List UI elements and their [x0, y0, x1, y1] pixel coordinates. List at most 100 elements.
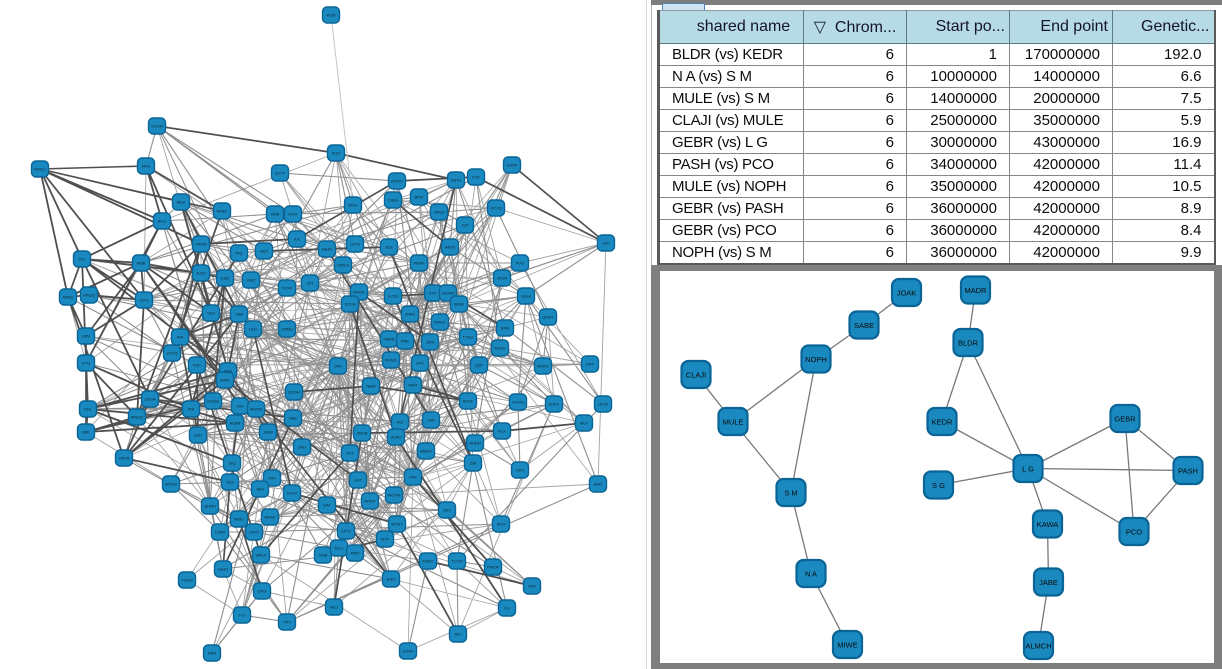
svg-text:QZP: QZP — [475, 363, 484, 368]
svg-text:ZEH: ZEH — [194, 433, 202, 438]
svg-text:IKUH: IKUH — [287, 491, 297, 496]
svg-text:UWJ: UWJ — [298, 445, 307, 450]
svg-text:CSQ: CSQ — [221, 276, 230, 281]
svg-text:GAT: GAT — [323, 503, 331, 508]
svg-text:DVUN: DVUN — [151, 124, 162, 129]
svg-text:CAB: CAB — [235, 312, 244, 317]
svg-text:UIQ: UIQ — [228, 461, 235, 466]
svg-text:GFUQ: GFUQ — [512, 400, 524, 405]
svg-text:CLAJI: CLAJI — [686, 371, 706, 380]
svg-text:NFBC: NFBC — [217, 209, 228, 214]
svg-text:UFC: UFC — [416, 361, 424, 366]
svg-text:XCT: XCT — [346, 451, 355, 456]
svg-text:CRYB: CRYB — [118, 456, 129, 461]
svg-text:ZSGA: ZSGA — [145, 397, 156, 402]
svg-text:BPIV: BPIV — [414, 195, 423, 200]
svg-text:JABE: JABE — [1039, 578, 1058, 587]
svg-text:JIXX: JIXX — [426, 340, 435, 345]
svg-text:VSZ: VSZ — [207, 311, 215, 316]
svg-text:NBW: NBW — [366, 384, 376, 389]
svg-text:OOYD: OOYD — [490, 206, 502, 211]
svg-text:BLDR: BLDR — [958, 339, 979, 348]
svg-text:LHPB: LHPB — [215, 530, 226, 535]
svg-text:SPAC: SPAC — [220, 378, 231, 383]
svg-text:PVO: PVO — [516, 261, 524, 266]
svg-text:GPG: GPG — [258, 589, 267, 594]
svg-text:S M: S M — [784, 489, 797, 498]
svg-text:AEBN: AEBN — [230, 421, 241, 426]
svg-text:JOC: JOC — [602, 241, 610, 246]
svg-text:IYJ: IYJ — [239, 613, 245, 618]
svg-text:XYG: XYG — [82, 361, 90, 366]
svg-text:HKG: HKG — [142, 164, 151, 169]
svg-text:ZBI: ZBI — [470, 461, 476, 466]
svg-text:YJJ: YJJ — [504, 606, 511, 611]
svg-text:BIDB: BIDB — [454, 302, 464, 307]
svg-text:QOOH: QOOH — [288, 390, 300, 395]
svg-text:RMQJ: RMQJ — [34, 167, 45, 172]
svg-text:N A: N A — [805, 570, 817, 579]
svg-text:BWQ: BWQ — [63, 295, 73, 300]
svg-text:UEHI: UEHI — [521, 294, 531, 299]
svg-text:WYET: WYET — [391, 522, 403, 527]
svg-text:JOAK: JOAK — [897, 289, 917, 298]
svg-text:L G: L G — [1022, 465, 1034, 474]
svg-text:TEM: TEM — [319, 553, 327, 558]
svg-text:LETU: LETU — [350, 242, 360, 247]
svg-text:NWU: NWU — [234, 517, 244, 522]
svg-text:CIHV: CIHV — [249, 530, 259, 535]
svg-text:WJB: WJB — [271, 212, 280, 217]
svg-text:YBTU: YBTU — [451, 178, 462, 183]
svg-text:QVJT: QVJT — [275, 171, 286, 176]
svg-text:EVQQ: EVQQ — [207, 399, 219, 404]
svg-text:SCLN: SCLN — [345, 302, 356, 307]
svg-text:CTE: CTE — [472, 175, 480, 180]
svg-text:JQS: JQS — [226, 480, 234, 485]
svg-text:YKXP: YKXP — [282, 286, 293, 291]
svg-text:XRY: XRY — [528, 584, 536, 589]
svg-text:HEE: HEE — [289, 416, 298, 421]
svg-text:GEBR: GEBR — [1114, 415, 1136, 424]
svg-text:PASH: PASH — [1178, 467, 1198, 476]
svg-text:PWOF: PWOF — [487, 565, 500, 570]
svg-text:HEJ: HEJ — [330, 605, 338, 610]
svg-text:XWZQ: XWZQ — [83, 293, 95, 298]
svg-text:WYDD: WYDD — [165, 482, 177, 487]
svg-text:AJJU: AJJU — [196, 271, 206, 276]
svg-text:PCO: PCO — [1126, 528, 1142, 537]
svg-text:BJVX: BJVX — [549, 402, 559, 407]
svg-text:LKOF: LKOF — [598, 402, 609, 407]
svg-text:TPT: TPT — [283, 620, 291, 625]
svg-text:MNXQ: MNXQ — [131, 415, 143, 420]
svg-text:ACU: ACU — [158, 219, 167, 224]
svg-text:MIK: MIK — [82, 430, 89, 435]
svg-text:TCGD: TCGD — [451, 559, 462, 564]
svg-text:S G: S G — [932, 481, 945, 490]
svg-text:IJAX: IJAX — [516, 468, 525, 473]
svg-text:IUXW: IUXW — [507, 163, 518, 168]
svg-text:KKO: KKO — [497, 522, 505, 527]
svg-text:CIC: CIC — [79, 257, 86, 262]
svg-text:RVMD: RVMD — [385, 358, 397, 363]
svg-text:BAGP: BAGP — [264, 515, 275, 520]
svg-text:MYF: MYF — [381, 537, 390, 542]
svg-text:HBJG: HBJG — [322, 247, 333, 252]
svg-text:KEDR: KEDR — [932, 418, 953, 427]
svg-text:PNK: PNK — [401, 339, 410, 344]
svg-text:XWU: XWU — [263, 430, 272, 435]
svg-text:QKGY: QKGY — [542, 315, 554, 320]
svg-text:IMGG: IMGG — [445, 245, 456, 250]
svg-text:KHL: KHL — [84, 407, 93, 412]
svg-text:XDCF: XDCF — [463, 399, 474, 404]
svg-text:CIH: CIH — [237, 404, 244, 409]
svg-text:KLX: KLX — [498, 429, 506, 434]
svg-text:LIKT: LIKT — [354, 478, 363, 483]
svg-text:WGV: WGV — [348, 203, 358, 208]
svg-text:NPEP: NPEP — [365, 499, 376, 504]
svg-text:TSEA: TSEA — [388, 198, 399, 203]
svg-text:ILCM: ILCM — [388, 294, 398, 299]
svg-text:PIA: PIA — [177, 335, 184, 340]
svg-text:FFIO: FFIO — [288, 212, 297, 217]
svg-text:MLB: MLB — [177, 200, 186, 205]
svg-text:HQY: HQY — [260, 249, 269, 254]
